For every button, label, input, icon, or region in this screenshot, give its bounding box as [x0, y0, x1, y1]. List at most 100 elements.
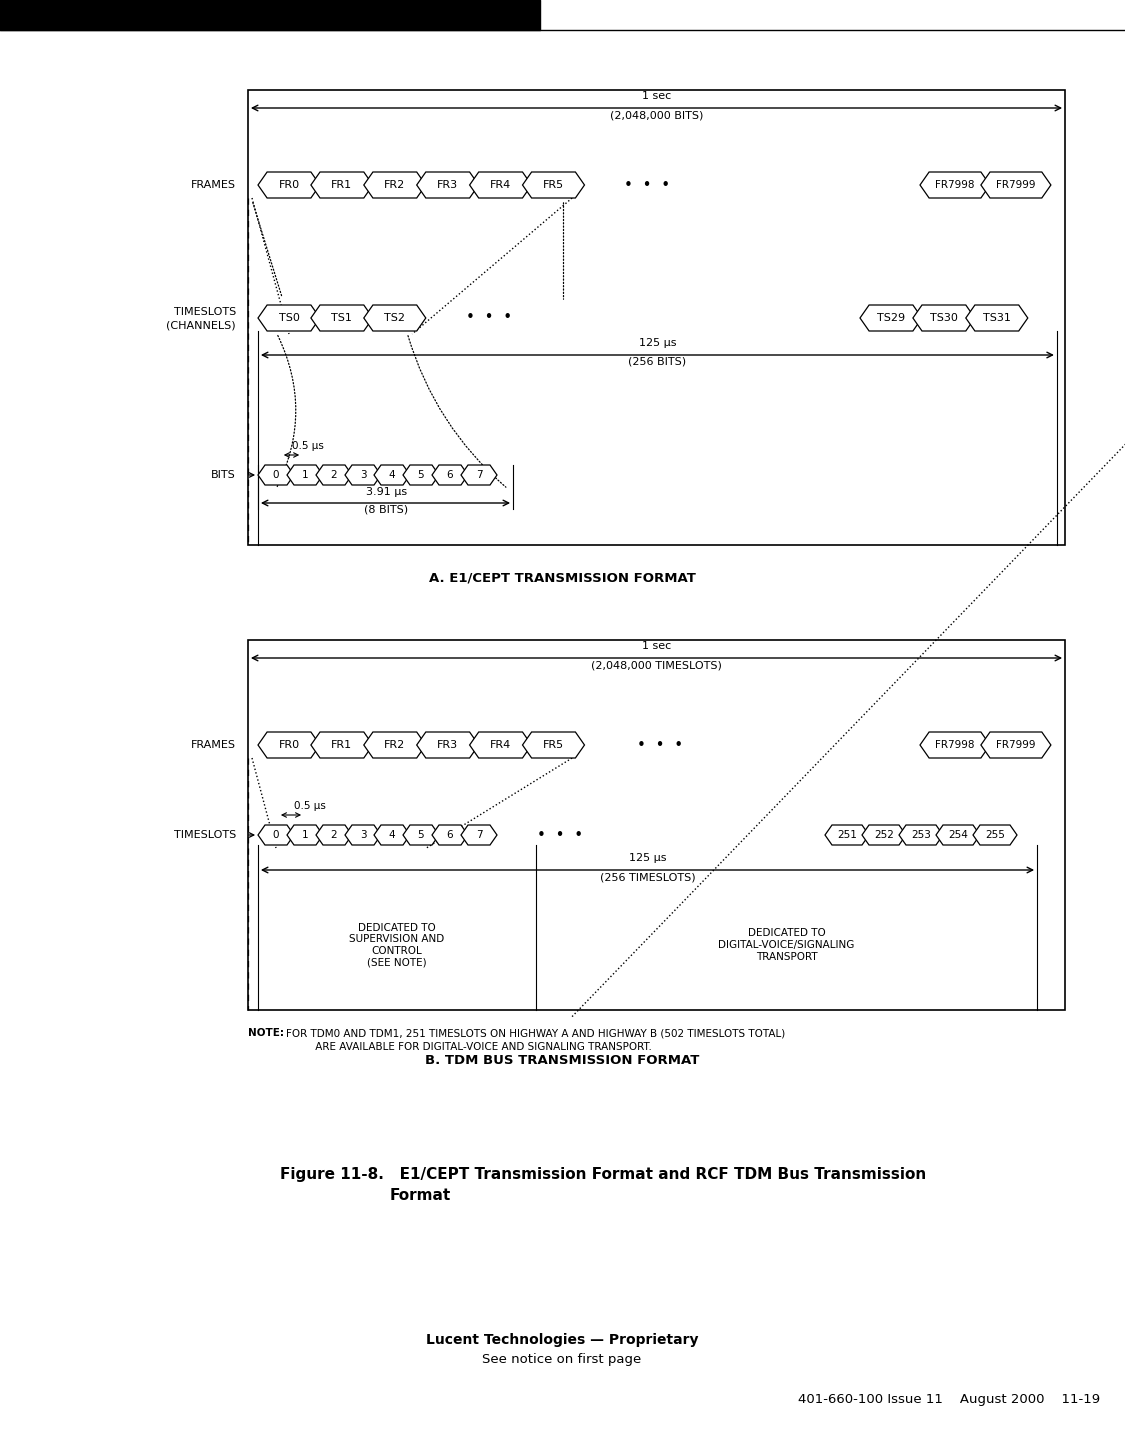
- Polygon shape: [965, 305, 1028, 330]
- Text: FR3: FR3: [438, 739, 458, 749]
- Text: DEDICATED TO
SUPERVISION AND
CONTROL
(SEE NOTE): DEDICATED TO SUPERVISION AND CONTROL (SE…: [350, 922, 444, 968]
- Polygon shape: [920, 732, 990, 758]
- Text: 5: 5: [417, 470, 424, 480]
- Polygon shape: [416, 732, 479, 758]
- Text: TS0: TS0: [279, 313, 299, 323]
- Text: FR1: FR1: [332, 739, 352, 749]
- Polygon shape: [310, 305, 372, 330]
- Text: FR7999: FR7999: [996, 180, 1036, 190]
- Text: •  •  •: • • •: [624, 177, 670, 193]
- Text: Format: Format: [390, 1187, 451, 1203]
- Polygon shape: [287, 825, 323, 845]
- Text: 0: 0: [272, 829, 279, 839]
- Polygon shape: [469, 172, 532, 197]
- Text: •  •  •: • • •: [537, 828, 583, 842]
- Text: 1 sec: 1 sec: [642, 641, 672, 651]
- Text: FRAMES: FRAMES: [191, 180, 236, 190]
- Polygon shape: [258, 305, 319, 330]
- Text: FR3: FR3: [438, 180, 458, 190]
- Text: 1 sec: 1 sec: [642, 92, 672, 102]
- Text: Cell Site Hardware Functions and Interconnections: Cell Site Hardware Functions and Interco…: [8, 7, 394, 23]
- Polygon shape: [403, 465, 439, 485]
- Polygon shape: [432, 465, 468, 485]
- Text: 125 μs: 125 μs: [629, 854, 666, 862]
- Polygon shape: [374, 465, 410, 485]
- Polygon shape: [912, 305, 975, 330]
- Text: FR0: FR0: [279, 739, 299, 749]
- Text: •  •  •: • • •: [638, 738, 684, 752]
- Polygon shape: [316, 465, 352, 485]
- Text: BITS: BITS: [212, 470, 236, 480]
- Polygon shape: [973, 825, 1017, 845]
- Text: •  •  •: • • •: [466, 310, 512, 326]
- Text: 0: 0: [272, 470, 279, 480]
- Bar: [248, 90, 1065, 545]
- Text: FR7998: FR7998: [935, 739, 974, 749]
- Text: 252: 252: [874, 829, 894, 839]
- Polygon shape: [363, 732, 425, 758]
- Polygon shape: [363, 172, 425, 197]
- Text: TS1: TS1: [332, 313, 352, 323]
- Text: FR5: FR5: [543, 739, 564, 749]
- Text: TIMESLOTS: TIMESLOTS: [173, 307, 236, 317]
- Text: FR5: FR5: [543, 180, 564, 190]
- Text: FR2: FR2: [384, 180, 405, 190]
- Text: B. TDM BUS TRANSMISSION FORMAT: B. TDM BUS TRANSMISSION FORMAT: [425, 1054, 700, 1067]
- Text: 0.5 μs: 0.5 μs: [294, 801, 325, 811]
- Polygon shape: [825, 825, 868, 845]
- Text: 401-660-100 Issue 11    August 2000    11-19: 401-660-100 Issue 11 August 2000 11-19: [798, 1393, 1100, 1407]
- Polygon shape: [981, 172, 1051, 197]
- Polygon shape: [899, 825, 943, 845]
- Text: FOR TDM0 AND TDM1, 251 TIMESLOTS ON HIGHWAY A AND HIGHWAY B (502 TIMESLOTS TOTAL: FOR TDM0 AND TDM1, 251 TIMESLOTS ON HIGH…: [286, 1028, 785, 1038]
- Text: (2,048,000 BITS): (2,048,000 BITS): [610, 110, 703, 120]
- Text: (2,048,000 TIMESLOTS): (2,048,000 TIMESLOTS): [591, 661, 722, 671]
- Text: (256 BITS): (256 BITS): [629, 358, 686, 368]
- Text: 255: 255: [986, 829, 1005, 839]
- Text: 125 μs: 125 μs: [639, 337, 676, 347]
- Polygon shape: [936, 825, 980, 845]
- Text: DEDICATED TO
DIGITAL-VOICE/SIGNALING
TRANSPORT: DEDICATED TO DIGITAL-VOICE/SIGNALING TRA…: [719, 928, 855, 961]
- Text: 1: 1: [302, 829, 308, 839]
- Text: 5: 5: [417, 829, 424, 839]
- Polygon shape: [258, 732, 319, 758]
- Text: TIMESLOTS: TIMESLOTS: [173, 829, 236, 839]
- Polygon shape: [258, 172, 319, 197]
- Polygon shape: [287, 465, 323, 485]
- Polygon shape: [461, 465, 497, 485]
- Text: (8 BITS): (8 BITS): [364, 505, 408, 515]
- Text: 6: 6: [447, 470, 453, 480]
- Text: 0.5 μs: 0.5 μs: [292, 440, 324, 450]
- Polygon shape: [258, 465, 294, 485]
- Text: 251: 251: [837, 829, 857, 839]
- Text: FR7999: FR7999: [996, 739, 1036, 749]
- Polygon shape: [920, 172, 990, 197]
- Text: FR1: FR1: [332, 180, 352, 190]
- Text: 1: 1: [302, 470, 308, 480]
- Text: TS2: TS2: [385, 313, 405, 323]
- Polygon shape: [522, 732, 585, 758]
- Bar: [248, 641, 1065, 1010]
- Text: FR4: FR4: [490, 180, 511, 190]
- Polygon shape: [469, 732, 532, 758]
- Text: FR7998: FR7998: [935, 180, 974, 190]
- Text: 3.91 μs: 3.91 μs: [366, 488, 407, 498]
- Text: (CHANNELS): (CHANNELS): [166, 320, 236, 330]
- Polygon shape: [374, 825, 410, 845]
- Polygon shape: [258, 825, 294, 845]
- Text: FR2: FR2: [384, 739, 405, 749]
- Text: 253: 253: [911, 829, 932, 839]
- Text: 7: 7: [476, 470, 483, 480]
- Polygon shape: [522, 172, 585, 197]
- Text: 4: 4: [389, 470, 395, 480]
- Text: Lucent Technologies — Proprietary: Lucent Technologies — Proprietary: [425, 1333, 699, 1347]
- Text: 4: 4: [389, 829, 395, 839]
- Polygon shape: [403, 825, 439, 845]
- Text: TS30: TS30: [930, 313, 957, 323]
- Polygon shape: [316, 825, 352, 845]
- Polygon shape: [432, 825, 468, 845]
- Text: NOTE:: NOTE:: [248, 1028, 284, 1038]
- Polygon shape: [981, 732, 1051, 758]
- Text: 254: 254: [948, 829, 968, 839]
- Text: Figure 11-8.   E1/CEPT Transmission Format and RCF TDM Bus Transmission: Figure 11-8. E1/CEPT Transmission Format…: [280, 1167, 926, 1183]
- Polygon shape: [461, 825, 497, 845]
